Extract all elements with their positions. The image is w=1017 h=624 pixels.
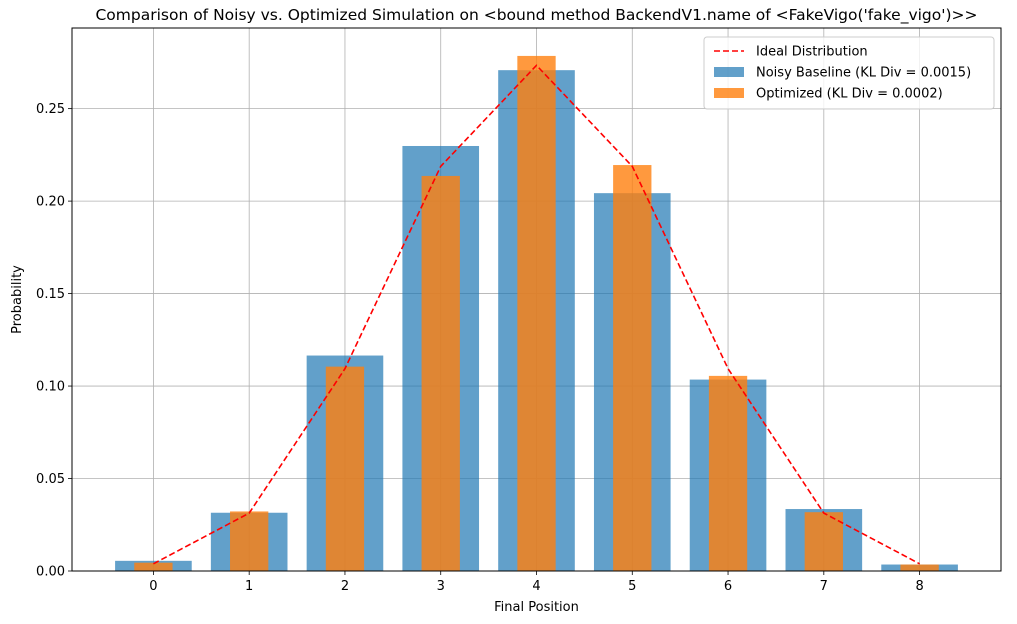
- legend: Ideal Distribution Noisy Baseline (KL Di…: [703, 36, 995, 110]
- legend-label-noisy: Noisy Baseline (KL Div = 0.0015): [756, 66, 971, 81]
- y-tick-label: 0.05: [36, 472, 65, 487]
- x-tick-label: 4: [532, 579, 540, 594]
- optimized-bar: [421, 175, 460, 571]
- legend-swatch-optimized: [714, 88, 744, 98]
- axis-ticks: 0 1 2 3 4 5 6 7 8 0.00 0.05 0.10 0.15 0.20 0.25: [36, 102, 924, 594]
- x-tick-label: 6: [724, 579, 732, 594]
- x-tick-label: 0: [149, 579, 157, 594]
- optimized-bar: [804, 512, 843, 571]
- bars: [115, 55, 958, 572]
- x-axis-label: Final Position: [494, 600, 579, 615]
- legend-label-optimized: Optimized (KL Div = 0.0002): [756, 87, 943, 102]
- optimized-bar: [708, 375, 748, 571]
- optimized-bar: [230, 511, 269, 571]
- x-tick-label: 1: [245, 579, 253, 594]
- optimized-bar: [325, 366, 365, 571]
- ideal-distribution-line: [153, 64, 920, 565]
- x-tick-label: 8: [915, 579, 923, 594]
- optimized-bar: [517, 55, 556, 572]
- chart-title: Comparison of Noisy vs. Optimized Simula…: [95, 6, 977, 25]
- legend-swatch-noisy: [714, 67, 744, 77]
- y-tick-label: 0.10: [36, 380, 65, 395]
- legend-label-ideal: Ideal Distribution: [756, 45, 868, 60]
- x-tick-label: 7: [820, 579, 828, 594]
- optimized-bar: [613, 165, 652, 571]
- y-axis-label: Probability: [10, 265, 25, 334]
- x-tick-label: 2: [341, 579, 349, 594]
- optimized-bar: [134, 562, 173, 571]
- x-tick-label: 3: [437, 579, 445, 594]
- y-tick-label: 0.00: [36, 565, 65, 580]
- y-tick-label: 0.20: [36, 195, 65, 210]
- legend-box: [703, 36, 995, 110]
- y-tick-label: 0.15: [36, 287, 65, 302]
- y-tick-label: 0.25: [36, 102, 65, 117]
- ideal-line-layer: [153, 64, 920, 565]
- x-tick-label: 5: [628, 579, 636, 594]
- optimized-bar: [900, 564, 939, 571]
